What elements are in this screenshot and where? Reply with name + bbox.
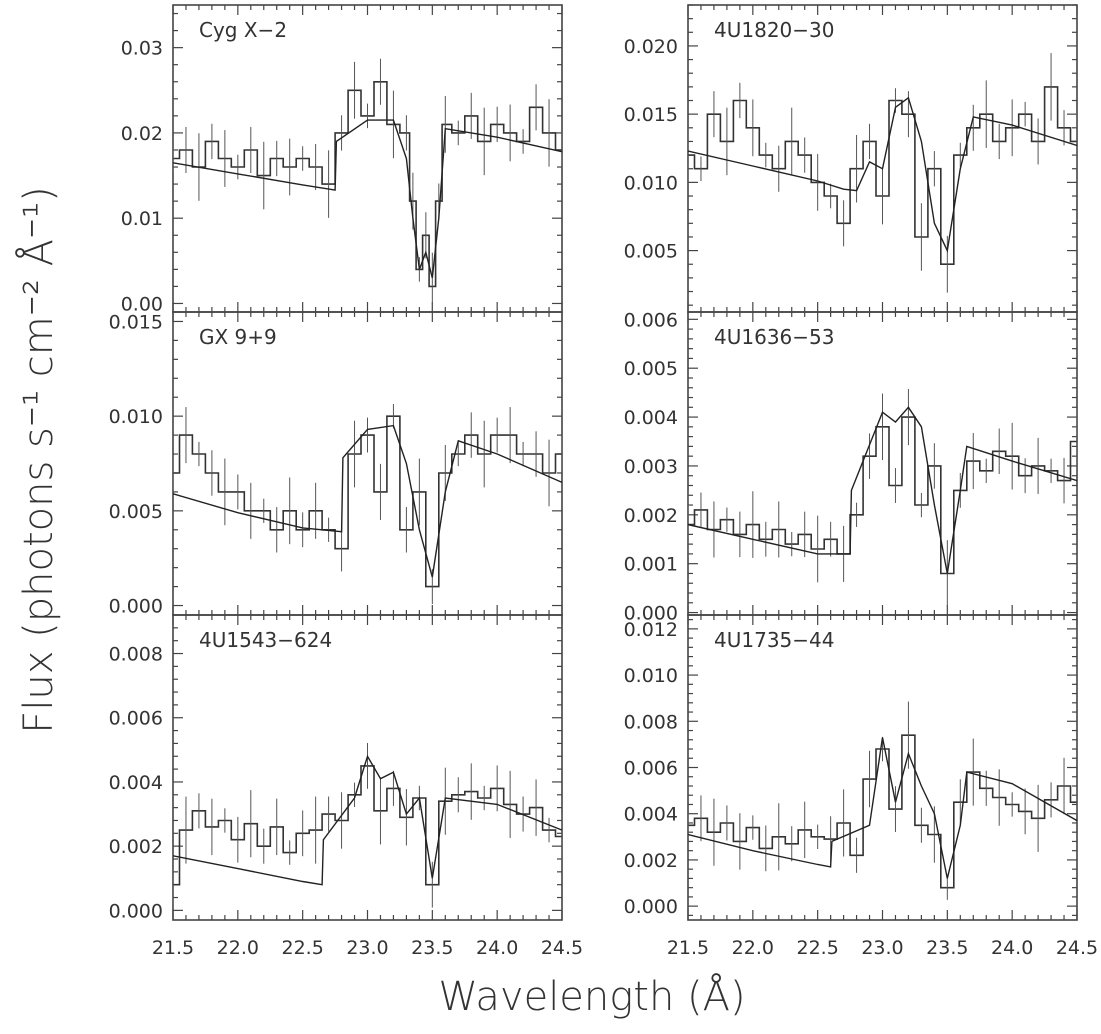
- x-axis-title: Wavelength (Å): [438, 972, 745, 1020]
- panel-data: [173, 743, 562, 908]
- x-tick-label: 22.0: [732, 937, 774, 959]
- model-line: [688, 96, 1077, 253]
- panel-1: 0.00 0.01 0.02 0.03 Cyg X−2: [121, 4, 563, 315]
- y-tick-label: 0.010: [109, 406, 163, 428]
- model-line: [173, 119, 562, 279]
- panel-data: [688, 701, 1077, 900]
- x-tick-label: 23.0: [861, 937, 903, 959]
- y-tick-label: 0.010: [624, 665, 678, 687]
- x-tick-label: 24.5: [541, 937, 583, 959]
- panel-label: 4U1820−30: [714, 18, 834, 42]
- y-tick-label: 0.004: [624, 407, 678, 429]
- x-tick-label: 23.5: [926, 937, 968, 959]
- x-tick-label: 24.0: [991, 937, 1033, 959]
- panel-data: [173, 404, 562, 605]
- y-tick-label: 0.01: [121, 208, 163, 230]
- y-tick-label: 0.000: [624, 896, 678, 918]
- y-tick-label: 0.000: [624, 603, 678, 625]
- y-tick-label: 0.006: [624, 309, 678, 331]
- histogram-series: [173, 81, 562, 288]
- panel-frame: [687, 4, 1078, 313]
- x-tick-label: 21.5: [667, 937, 709, 959]
- y-tick-label: 0.005: [624, 358, 678, 380]
- y-tick-label: 0.001: [624, 554, 678, 576]
- y-tick-label: 0.03: [121, 38, 163, 60]
- y-tick-label: 0.002: [624, 850, 678, 872]
- y-tick-label: 0.008: [109, 644, 163, 666]
- panel-6: 21.5 22.0 22.5 23.0 23.5 24.0 24.5 0.000 0.002 0.…: [624, 614, 1098, 959]
- x-tick-label: 22.5: [282, 937, 324, 959]
- x-tick-label: 21.5: [152, 937, 194, 959]
- y-tick-label: 0.004: [109, 772, 163, 794]
- x-tick-label: 22.5: [797, 937, 839, 959]
- x-tick-label: 22.0: [217, 937, 259, 959]
- y-tick-label: 0.00: [121, 293, 163, 315]
- y-tick-label: 0.002: [109, 836, 163, 858]
- y-tick-label: 0.010: [624, 172, 678, 194]
- y-tick-label: 0.000: [109, 900, 163, 922]
- y-tick-label: 0.020: [624, 36, 678, 58]
- model-line: [688, 406, 1077, 574]
- y-axis-title: Flux (photons s⁻¹ cm⁻² Å⁻¹): [14, 186, 62, 733]
- panel-label: 4U1735−44: [714, 628, 834, 652]
- x-tick-label: 23.5: [411, 937, 453, 959]
- panel-data: [173, 58, 562, 312]
- x-tick-label: 23.0: [346, 937, 388, 959]
- y-tick-label: 0.005: [109, 501, 163, 523]
- y-tick-label: 0.012: [624, 619, 678, 641]
- panel-data: [688, 53, 1077, 293]
- panel-label: GX 9+9: [199, 325, 277, 349]
- panel-label: 4U1636−53: [714, 325, 834, 349]
- y-tick-label: 0.008: [624, 711, 678, 733]
- y-tick-label: 0.003: [624, 456, 678, 478]
- panel-frame: [172, 311, 563, 616]
- panel-frame: [687, 614, 1078, 921]
- model-line: [173, 754, 562, 886]
- panel-5: 21.5 22.0 22.5 23.0 23.5 24.0 24.5 0.000 0.002 0.…: [109, 614, 583, 959]
- x-tick-label: 24.0: [476, 937, 518, 959]
- x-tick-label: 24.5: [1056, 937, 1098, 959]
- y-tick-label: 0.02: [121, 123, 163, 145]
- y-tick-label: 0.006: [109, 708, 163, 730]
- panel-label: 4U1543−624: [199, 628, 332, 652]
- panel-2: 0.005 0.010 0.015 0.020 4U1820−30: [624, 4, 1078, 313]
- y-tick-label: 0.005: [624, 241, 678, 263]
- y-tick-label: 0.015: [109, 311, 163, 333]
- y-tick-label: 0.004: [624, 804, 678, 826]
- model-line: [688, 737, 1077, 879]
- panel-data: [688, 389, 1077, 607]
- y-tick-label: 0.006: [624, 758, 678, 780]
- y-tick-label: 0.002: [624, 505, 678, 527]
- panel-label: Cyg X−2: [199, 18, 287, 42]
- panel-4: 0.000 0.001 0.002 0.003 0.004 0.005 0.006 4U163…: [624, 309, 1078, 625]
- y-tick-label: 0.015: [624, 104, 678, 126]
- panel-3: 0.000 0.005 0.010 0.015 GX 9+9: [109, 311, 563, 618]
- y-tick-label: 0.000: [109, 596, 163, 618]
- model-line: [173, 424, 562, 578]
